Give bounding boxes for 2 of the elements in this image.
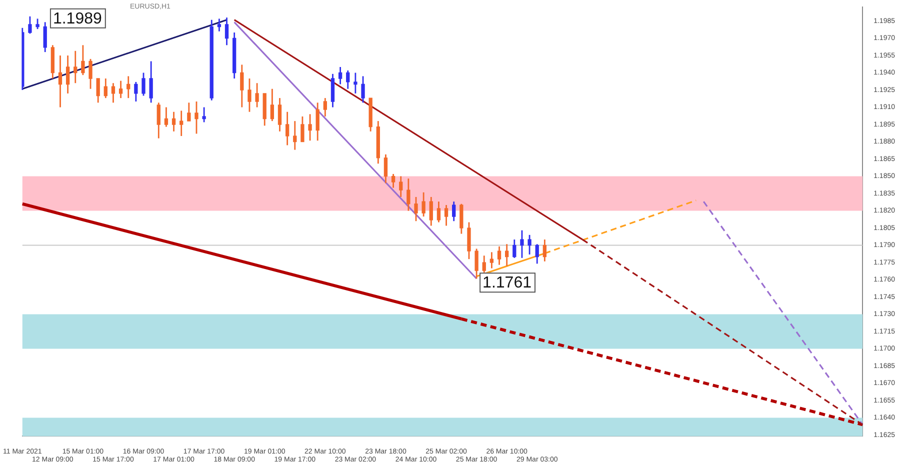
annotation: 1.1989	[52, 10, 102, 28]
annotation: 1.1761	[482, 274, 532, 292]
